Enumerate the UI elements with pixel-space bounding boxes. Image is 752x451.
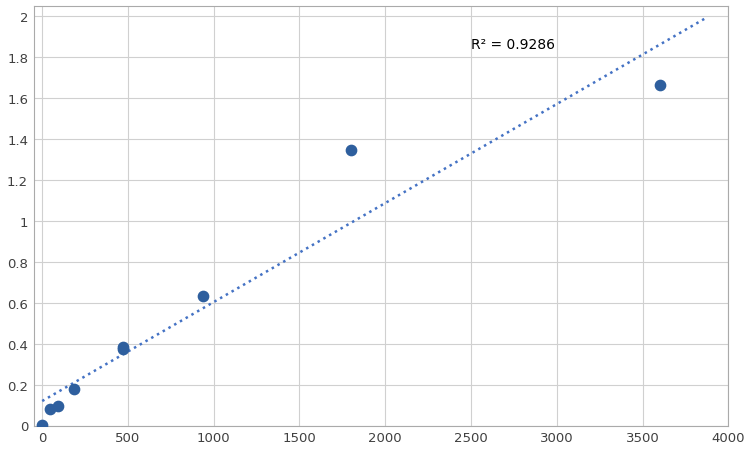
Point <box>117 346 129 353</box>
Point <box>117 343 129 350</box>
Text: R² = 0.9286: R² = 0.9286 <box>471 38 555 52</box>
Point <box>44 406 56 413</box>
Point <box>53 402 65 410</box>
Point <box>197 293 209 300</box>
Point <box>36 421 48 428</box>
Point <box>345 147 357 154</box>
Point <box>653 83 666 90</box>
Point <box>68 386 80 393</box>
